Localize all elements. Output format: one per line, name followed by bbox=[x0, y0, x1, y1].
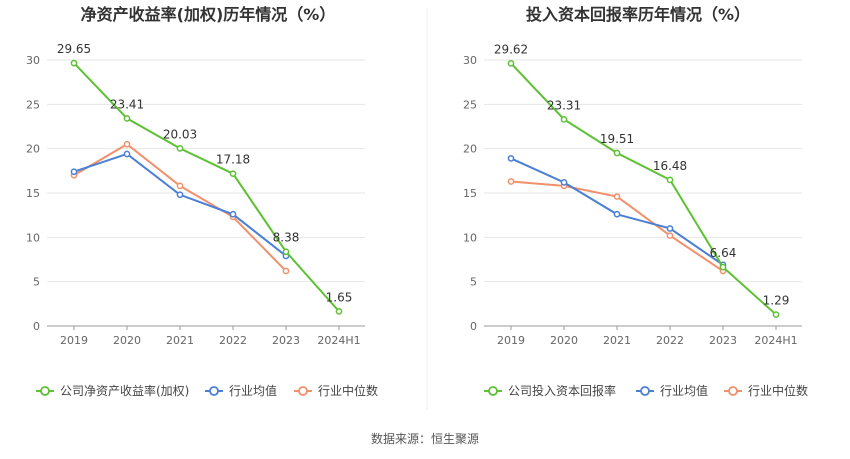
legend-label: 行业均值 bbox=[660, 383, 708, 398]
y-tick-label: 0 bbox=[33, 320, 40, 333]
y-tick-label: 20 bbox=[463, 143, 477, 156]
series-line bbox=[73, 62, 340, 313]
x-tick-label: 2020 bbox=[550, 334, 578, 347]
data-label: 29.62 bbox=[494, 42, 528, 56]
y-tick-label: 15 bbox=[26, 187, 40, 200]
data-label: 23.31 bbox=[547, 98, 581, 112]
data-point[interactable] bbox=[772, 311, 780, 318]
data-label: 17.18 bbox=[216, 153, 250, 167]
x-tick-label: 2020 bbox=[113, 334, 141, 347]
data-label: 23.41 bbox=[110, 97, 144, 111]
data-point[interactable] bbox=[507, 155, 515, 162]
legend-item[interactable]: 行业中位数 bbox=[724, 383, 808, 398]
data-label: 1.29 bbox=[763, 294, 790, 308]
y-tick-label: 25 bbox=[463, 98, 477, 111]
data-point[interactable] bbox=[335, 308, 343, 315]
series-line bbox=[510, 62, 777, 316]
legend-label: 行业均值 bbox=[229, 383, 277, 398]
y-tick-label: 10 bbox=[463, 231, 477, 244]
data-point[interactable] bbox=[507, 60, 515, 67]
data-point[interactable] bbox=[613, 149, 621, 157]
data-point[interactable] bbox=[613, 193, 621, 200]
data-point[interactable] bbox=[666, 232, 674, 239]
x-tick-label: 2022 bbox=[656, 334, 684, 347]
data-point[interactable] bbox=[560, 115, 568, 123]
chart-title: 净资产收益率(加权)历年情况（%） bbox=[81, 5, 336, 24]
legend-item[interactable]: 行业中位数 bbox=[294, 383, 378, 398]
data-label: 29.65 bbox=[57, 42, 91, 56]
data-label: 6.64 bbox=[710, 246, 737, 260]
x-tick-label: 2019 bbox=[60, 334, 88, 347]
legend-item[interactable]: 公司净资产收益率(加权) bbox=[36, 383, 189, 398]
y-tick-label: 10 bbox=[26, 231, 40, 244]
y-tick-label: 15 bbox=[463, 187, 477, 200]
data-point[interactable] bbox=[176, 182, 184, 190]
data-label: 1.65 bbox=[326, 290, 353, 304]
legend-swatch-marker bbox=[209, 386, 219, 396]
legend-item[interactable]: 行业均值 bbox=[205, 383, 277, 398]
x-tick-label: 2022 bbox=[219, 334, 247, 347]
data-point[interactable] bbox=[123, 115, 131, 122]
x-tick-label: 2023 bbox=[709, 334, 737, 347]
chart-title: 投入资本回报率历年情况（%） bbox=[526, 5, 750, 24]
data-point[interactable] bbox=[560, 179, 568, 186]
data-label: 20.03 bbox=[163, 127, 197, 141]
legend-item[interactable]: 公司投入资本回报率 bbox=[484, 383, 616, 398]
data-source-label: 数据来源：恒生聚源 bbox=[371, 431, 479, 446]
data-point[interactable] bbox=[229, 170, 237, 178]
data-point[interactable] bbox=[70, 59, 78, 67]
roic-chart: 投入资本回报率历年情况（%） 0 5 10 15 20 25 30 2019 2020 2021 20… bbox=[463, 5, 808, 398]
legend-swatch-marker bbox=[298, 386, 308, 396]
legend-swatch-marker bbox=[640, 386, 650, 396]
data-point[interactable] bbox=[282, 248, 290, 256]
x-tick-label: 2021 bbox=[603, 334, 631, 347]
legend-swatch-marker bbox=[728, 386, 738, 396]
data-label: 8.38 bbox=[273, 231, 300, 245]
y-tick-label: 5 bbox=[33, 276, 40, 289]
data-point[interactable] bbox=[666, 176, 674, 184]
data-point[interactable] bbox=[507, 178, 515, 185]
legend-item[interactable]: 行业均值 bbox=[636, 383, 708, 398]
y-tick-label: 0 bbox=[470, 320, 477, 333]
data-label: 16.48 bbox=[653, 159, 687, 173]
data-point[interactable] bbox=[666, 225, 674, 232]
legend-label: 公司投入资本回报率 bbox=[508, 383, 616, 398]
data-point[interactable] bbox=[613, 210, 621, 218]
y-tick-label: 30 bbox=[463, 54, 477, 67]
data-point[interactable] bbox=[282, 267, 290, 275]
data-point[interactable] bbox=[719, 263, 727, 271]
data-point[interactable] bbox=[176, 191, 184, 199]
series-line bbox=[73, 143, 287, 272]
data-point[interactable] bbox=[229, 210, 237, 218]
y-tick-label: 5 bbox=[470, 276, 477, 289]
legend-swatch-marker bbox=[488, 386, 498, 396]
y-tick-label: 25 bbox=[26, 98, 40, 111]
data-point[interactable] bbox=[176, 145, 184, 152]
legend-label: 行业中位数 bbox=[748, 383, 808, 398]
data-point[interactable] bbox=[123, 140, 131, 148]
y-tick-label: 20 bbox=[26, 143, 40, 156]
y-tick-label: 30 bbox=[26, 54, 40, 67]
x-tick-label: 2024H1 bbox=[317, 334, 360, 347]
legend-label: 公司净资产收益率(加权) bbox=[60, 383, 189, 398]
data-point[interactable] bbox=[70, 168, 78, 176]
roe-chart: 净资产收益率(加权)历年情况（%） 0 5 10 15 20 25 30 2019 2020 202… bbox=[26, 5, 378, 398]
data-point[interactable] bbox=[123, 150, 131, 158]
legend-label: 行业中位数 bbox=[318, 383, 378, 398]
x-tick-label: 2019 bbox=[497, 334, 525, 347]
x-tick-label: 2024H1 bbox=[754, 334, 797, 347]
x-tick-label: 2021 bbox=[166, 334, 194, 347]
legend-swatch-marker bbox=[40, 386, 50, 396]
x-tick-label: 2023 bbox=[272, 334, 300, 347]
data-label: 19.51 bbox=[600, 132, 634, 146]
